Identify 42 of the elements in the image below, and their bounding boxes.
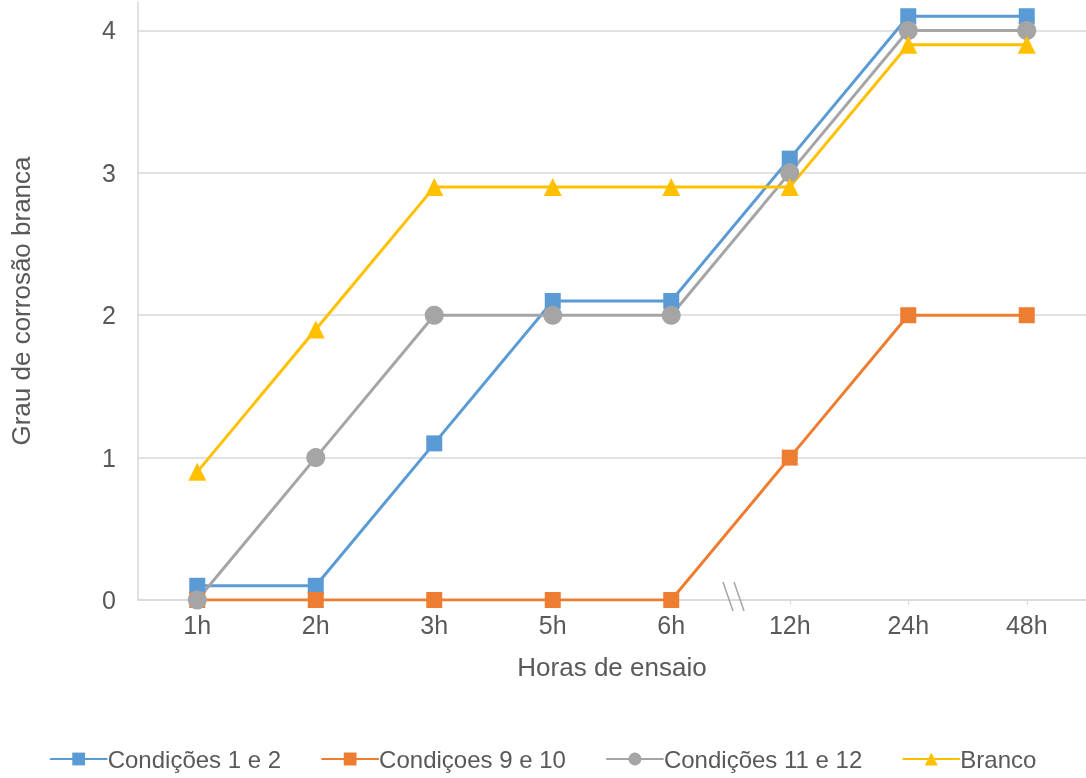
x-tick-label: 3h xyxy=(420,610,449,639)
point xyxy=(544,592,561,608)
point xyxy=(662,178,681,197)
point xyxy=(543,178,562,197)
point xyxy=(425,178,444,197)
point xyxy=(543,305,563,325)
legend-label: Condiçoes 9 e 10 xyxy=(379,745,566,773)
y-axis-title: Grau de corrosão branca xyxy=(6,155,36,446)
x-tick-label: 48h xyxy=(1005,610,1048,639)
point xyxy=(1017,20,1037,40)
legend-label: Branco xyxy=(960,745,1037,773)
x-tick-label: 5h xyxy=(538,610,567,639)
x-tick-label: 24h xyxy=(887,610,930,639)
point xyxy=(1018,307,1035,324)
legend-label: Condições 1 e 2 xyxy=(107,745,282,773)
x-tick-label: 6h xyxy=(657,610,686,639)
point xyxy=(426,592,443,608)
point xyxy=(780,163,800,183)
point xyxy=(661,305,681,325)
y-tick-label: 4 xyxy=(102,16,117,45)
x-axis-title: Horas de ensaio xyxy=(517,652,707,682)
x-tick-label: 1h xyxy=(183,610,212,639)
point xyxy=(188,462,207,481)
y-tick-label: 3 xyxy=(102,158,116,187)
point xyxy=(780,178,799,197)
y-tick-label: 1 xyxy=(102,443,116,472)
point xyxy=(1017,35,1036,54)
x-tick-label: 12h xyxy=(768,610,811,639)
point xyxy=(900,307,917,324)
y-tick-label: 0 xyxy=(102,586,116,614)
point xyxy=(781,449,798,466)
point xyxy=(898,20,918,40)
x-tick-label: 2h xyxy=(301,610,330,639)
point xyxy=(426,435,443,452)
y-tick-label: 2 xyxy=(102,301,116,330)
point xyxy=(306,320,325,339)
point xyxy=(307,592,324,608)
point xyxy=(424,305,444,325)
legend-label: Condições 11 e 12 xyxy=(663,745,863,773)
point xyxy=(306,448,326,468)
point xyxy=(663,592,680,608)
point xyxy=(899,35,918,54)
